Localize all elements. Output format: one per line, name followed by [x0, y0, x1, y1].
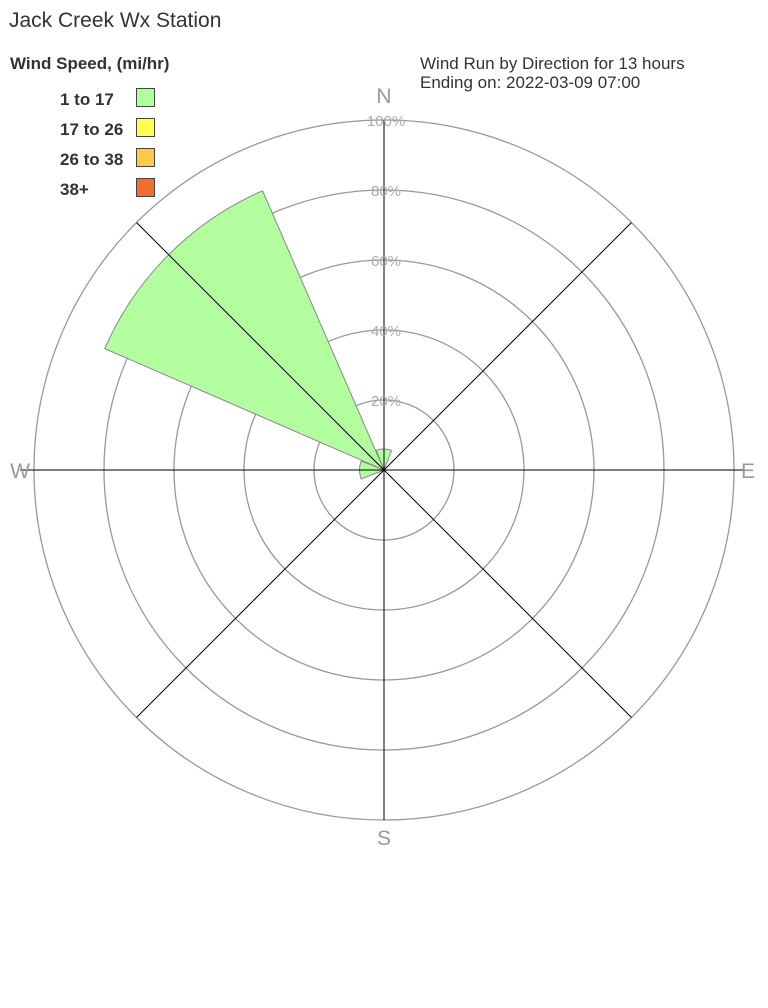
spoke — [136, 469, 385, 718]
legend-label: 1 to 17 — [60, 90, 114, 109]
legend-label: 38+ — [60, 180, 89, 199]
spoke — [383, 469, 632, 718]
legend-swatch — [136, 178, 155, 197]
legend-label: 26 to 38 — [60, 150, 124, 169]
legend-label: 17 to 26 — [60, 120, 124, 139]
subtitle-line1: Wind Run by Direction for 13 hours — [420, 54, 685, 73]
compass-s: S — [377, 827, 391, 850]
legend-swatch — [136, 148, 155, 167]
ring-label: 100% — [367, 113, 405, 130]
compass-w: W — [10, 460, 30, 483]
compass-e: E — [741, 460, 755, 483]
chart-title: Jack Creek Wx Station — [9, 9, 222, 32]
spoke — [136, 222, 385, 471]
legend-swatch — [136, 88, 155, 107]
legend-title: Wind Speed, (mi/hr) — [10, 54, 170, 73]
ring-label: 40% — [371, 323, 401, 340]
compass-n: N — [376, 85, 391, 108]
ring-label: 60% — [371, 253, 401, 270]
ring-label: 20% — [371, 393, 401, 410]
spoke — [383, 222, 632, 471]
subtitle-line2: Ending on: 2022-03-09 07:00 — [420, 73, 641, 92]
legend-swatch — [136, 118, 155, 137]
ring-label: 80% — [371, 183, 401, 200]
